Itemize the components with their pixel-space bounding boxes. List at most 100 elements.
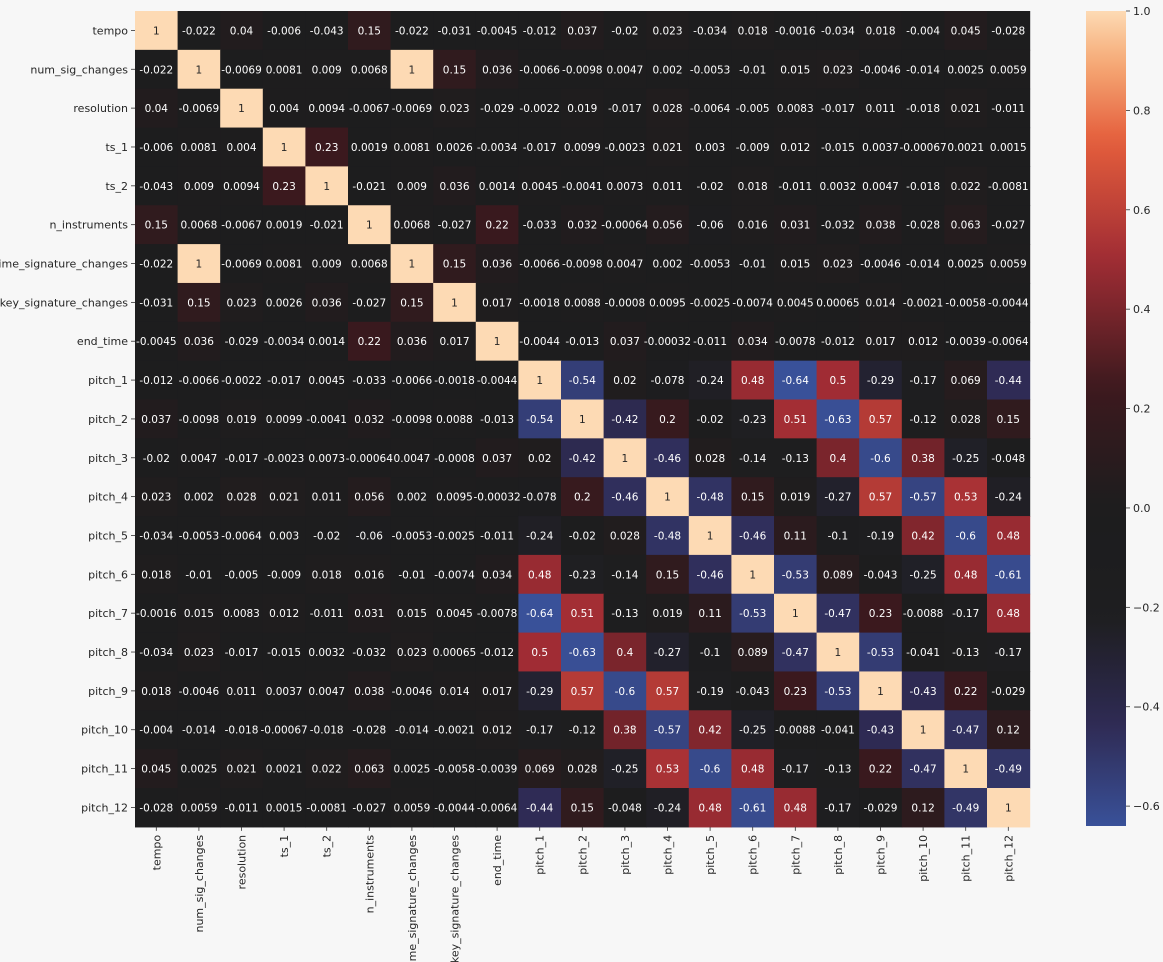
heatmap-cell bbox=[220, 516, 264, 556]
cell-annotation: 0.0094 bbox=[223, 181, 260, 193]
heatmap-cell bbox=[220, 49, 264, 90]
cell-annotation: 0.57 bbox=[869, 492, 892, 504]
heatmap-cell bbox=[390, 554, 434, 595]
cell-annotation: -0.0041 bbox=[306, 414, 347, 426]
x-tick-label: pitch_9 bbox=[875, 835, 888, 875]
heatmap-cell bbox=[816, 671, 860, 711]
cell-annotation: 0.0032 bbox=[308, 647, 345, 659]
cell-annotation: -0.25 bbox=[739, 725, 766, 737]
cell-annotation: -0.6 bbox=[700, 764, 721, 776]
cell-annotation: -0.0067 bbox=[221, 220, 262, 232]
heatmap-cell bbox=[262, 88, 306, 129]
y-tick-label: end_time bbox=[77, 335, 128, 348]
cell-annotation: 0.031 bbox=[780, 220, 810, 232]
cell-annotation: 0.019 bbox=[780, 492, 810, 504]
heatmap-cell bbox=[688, 516, 732, 556]
heatmap-cell bbox=[646, 554, 690, 595]
heatmap-cell bbox=[561, 11, 605, 51]
heatmap-cell bbox=[518, 205, 562, 245]
heatmap-cell bbox=[774, 127, 818, 167]
heatmap-cell bbox=[731, 360, 775, 401]
cell-annotation: -0.048 bbox=[991, 453, 1025, 465]
heatmap-cell bbox=[433, 516, 477, 556]
cell-annotation: 0.002 bbox=[397, 492, 427, 504]
heatmap-annotations: 1 -0.022 0.04 -0.006 -0.043 0.15 -0.022 -0.031-… bbox=[136, 25, 1029, 814]
heatmap-cell bbox=[220, 477, 264, 517]
heatmap-cell bbox=[987, 360, 1031, 401]
heatmap-cell bbox=[177, 554, 221, 595]
heatmap-cell bbox=[774, 593, 818, 634]
heatmap-cell bbox=[433, 438, 477, 478]
heatmap-cell bbox=[901, 438, 945, 478]
cell-annotation: -0.011 bbox=[693, 336, 727, 348]
cell-annotation: -0.034 bbox=[693, 25, 727, 37]
cell-annotation: -0.47 bbox=[952, 725, 979, 737]
cell-annotation: 0.23 bbox=[784, 686, 807, 698]
heatmap-cell bbox=[305, 282, 349, 323]
cell-annotation: -0.23 bbox=[569, 569, 596, 581]
cell-annotation: 1 bbox=[409, 64, 416, 76]
heatmap-cell bbox=[731, 438, 775, 478]
heatmap-cell bbox=[220, 360, 264, 401]
cell-annotation: -0.043 bbox=[139, 181, 173, 193]
heatmap-cell bbox=[177, 593, 221, 634]
heatmap-cell bbox=[901, 244, 945, 284]
colorbar-tick-label: 1.0 bbox=[1133, 5, 1151, 18]
cell-annotation: 0.15 bbox=[656, 569, 679, 581]
cell-annotation: 0.0047 bbox=[308, 686, 345, 698]
cell-annotation: -0.06 bbox=[356, 530, 383, 542]
cell-annotation: 0.002 bbox=[652, 259, 682, 271]
heatmap-cell bbox=[901, 360, 945, 401]
heatmap-cell bbox=[688, 477, 732, 517]
cell-annotation: 0.15 bbox=[741, 492, 764, 504]
cell-annotation: 0.0015 bbox=[990, 142, 1027, 154]
heatmap-cell bbox=[220, 88, 264, 129]
cell-annotation: 0.038 bbox=[865, 220, 895, 232]
cell-annotation: 0.019 bbox=[652, 608, 682, 620]
heatmap-cell bbox=[774, 477, 818, 517]
y-tick-label: pitch_7 bbox=[88, 607, 128, 620]
heatmap-cell bbox=[731, 554, 775, 595]
cell-annotation: -0.02 bbox=[697, 414, 724, 426]
cell-annotation: -0.006 bbox=[139, 142, 173, 154]
heatmap-cell bbox=[561, 632, 605, 673]
y-tick-label: ts_2 bbox=[105, 180, 128, 193]
cell-annotation: 1 bbox=[579, 414, 586, 426]
heatmap-cell bbox=[646, 166, 690, 206]
cell-annotation: -0.034 bbox=[139, 530, 173, 542]
heatmap-cell bbox=[433, 671, 477, 711]
heatmap-cell bbox=[135, 632, 179, 673]
cell-annotation: 0.0081 bbox=[181, 142, 218, 154]
cell-annotation: -0.018 bbox=[310, 725, 344, 737]
cell-annotation: -0.078 bbox=[523, 492, 557, 504]
x-tick-label: ts_2 bbox=[321, 835, 334, 858]
cell-annotation: 0.003 bbox=[695, 142, 725, 154]
cell-annotation: 0.019 bbox=[567, 103, 597, 115]
cell-annotation: -0.0081 bbox=[988, 181, 1029, 193]
cell-annotation: -0.013 bbox=[565, 336, 599, 348]
heatmap-cell bbox=[646, 671, 690, 711]
heatmap-cell bbox=[390, 11, 434, 51]
heatmap-cell bbox=[561, 749, 605, 789]
cell-annotation: 0.037 bbox=[141, 414, 171, 426]
heatmap-cell bbox=[603, 205, 647, 245]
heatmap-cell bbox=[220, 671, 264, 711]
cell-annotation: -0.017 bbox=[225, 647, 259, 659]
heatmap-cell bbox=[390, 166, 434, 206]
heatmap-cell bbox=[987, 477, 1031, 517]
heatmap-cell bbox=[944, 88, 988, 129]
heatmap-cell bbox=[774, 49, 818, 90]
heatmap-cell bbox=[901, 788, 945, 828]
cell-annotation: 0.016 bbox=[354, 569, 384, 581]
cell-annotation: 0.017 bbox=[482, 297, 512, 309]
cell-annotation: 0.023 bbox=[823, 259, 853, 271]
heatmap-cell bbox=[518, 282, 562, 323]
cell-annotation: 0.0095 bbox=[649, 297, 686, 309]
heatmap-cell bbox=[774, 321, 818, 362]
heatmap-cell bbox=[603, 438, 647, 478]
heatmap-cell bbox=[220, 321, 264, 362]
heatmap-cell bbox=[305, 321, 349, 362]
heatmap-cell bbox=[220, 244, 264, 284]
cell-annotation: -0.028 bbox=[352, 725, 386, 737]
cell-annotation: 0.0083 bbox=[223, 608, 260, 620]
